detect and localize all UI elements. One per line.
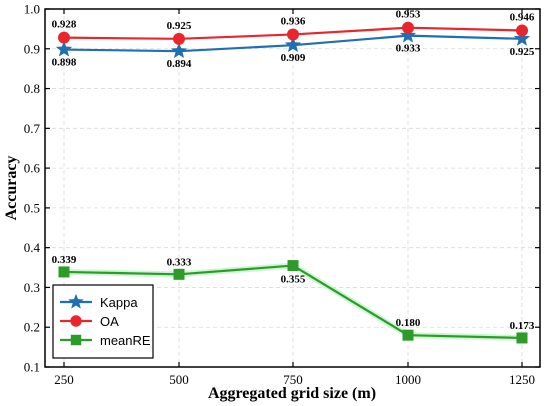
y-tick-label: 0.8 bbox=[24, 81, 40, 96]
data-label-oa: 0.946 bbox=[510, 11, 535, 23]
legend-item-kappa: Kappa bbox=[60, 293, 138, 310]
x-tick-label: 1250 bbox=[509, 372, 535, 387]
data-label-oa: 0.928 bbox=[52, 19, 77, 31]
data-point bbox=[287, 260, 299, 272]
y-tick-label: 1.0 bbox=[24, 2, 40, 17]
data-point bbox=[516, 24, 528, 37]
y-tick-label: 0.9 bbox=[24, 41, 40, 56]
data-label-oa: 0.925 bbox=[167, 20, 192, 32]
data-point bbox=[58, 31, 70, 44]
data-point bbox=[170, 42, 188, 59]
x-tick-label: 500 bbox=[169, 372, 189, 387]
data-point bbox=[402, 329, 414, 341]
data-label-kappa: 0.909 bbox=[281, 52, 306, 64]
series-meanre bbox=[58, 260, 528, 344]
data-point bbox=[516, 332, 528, 344]
x-tick-label: 250 bbox=[54, 372, 74, 387]
data-point bbox=[284, 36, 302, 53]
data-label-meanre: 0.180 bbox=[396, 317, 421, 329]
data-label-kappa: 0.933 bbox=[396, 43, 421, 55]
y-tick-label: 0.3 bbox=[24, 280, 40, 295]
y-axis-title: Accuracy bbox=[3, 156, 20, 221]
y-tick-label: 0.6 bbox=[24, 161, 41, 176]
data-label-oa: 0.953 bbox=[396, 9, 421, 21]
y-tick-label: 0.4 bbox=[24, 240, 41, 255]
data-point bbox=[287, 28, 299, 41]
legend-label: meanRE bbox=[100, 333, 151, 348]
data-label-meanre: 0.339 bbox=[52, 254, 77, 266]
data-label-kappa: 0.898 bbox=[52, 57, 77, 69]
x-tick-label: 1000 bbox=[395, 372, 421, 387]
axis-ticks: 0.1 0.2 0.3 0.4 0.5 0.6 0.7 0.8 0.9 1.0 250 500 750 1… bbox=[24, 2, 540, 387]
legend-item-meanre: meanRE bbox=[60, 333, 151, 348]
y-tick-label: 0.1 bbox=[24, 360, 40, 375]
legend-label: Kappa bbox=[100, 295, 138, 310]
data-labels: 0.898 0.894 0.909 0.933 0.925 0.928 0.925 0.936… bbox=[52, 9, 535, 332]
series-layer bbox=[55, 21, 531, 344]
data-point bbox=[513, 30, 531, 46]
data-label-meanre: 0.333 bbox=[167, 256, 192, 268]
legend-marker bbox=[68, 293, 84, 309]
data-point bbox=[173, 268, 185, 280]
series-oa bbox=[58, 21, 528, 45]
legend: Kappa OA meanRE bbox=[52, 284, 154, 359]
data-point bbox=[402, 21, 414, 34]
data-label-kappa: 0.894 bbox=[167, 58, 192, 70]
legend-marker bbox=[70, 334, 82, 346]
x-axis-title: Aggregated grid size (m) bbox=[208, 385, 376, 402]
x-tick-label: 750 bbox=[283, 372, 303, 387]
data-label-kappa: 0.925 bbox=[510, 46, 535, 58]
data-point bbox=[173, 32, 185, 45]
y-tick-label: 0.2 bbox=[24, 320, 40, 335]
data-point bbox=[55, 40, 73, 57]
legend-label: OA bbox=[100, 314, 119, 329]
series-kappa bbox=[55, 26, 531, 59]
y-tick-label: 0.5 bbox=[24, 200, 40, 215]
data-point bbox=[399, 26, 417, 43]
legend-marker bbox=[70, 315, 82, 327]
data-point bbox=[58, 266, 70, 278]
data-label-oa: 0.936 bbox=[281, 15, 306, 27]
legend-item-oa: OA bbox=[60, 314, 119, 329]
data-label-meanre: 0.173 bbox=[510, 320, 535, 332]
y-tick-label: 0.7 bbox=[24, 121, 41, 136]
data-label-meanre: 0.355 bbox=[281, 274, 306, 286]
